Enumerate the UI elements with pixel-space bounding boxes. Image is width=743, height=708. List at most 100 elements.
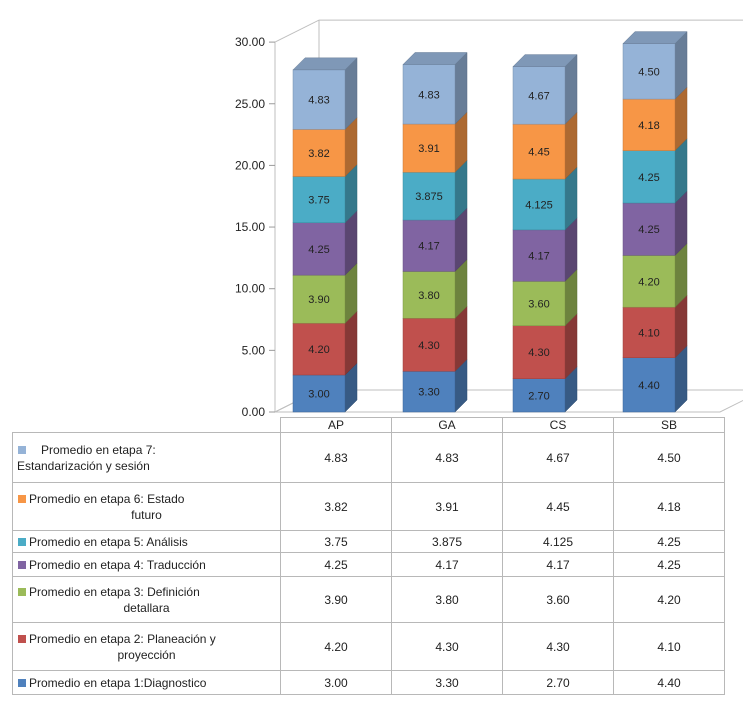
column-header: AP xyxy=(280,417,392,433)
table-cell: 4.83 xyxy=(391,432,503,483)
row-label: Promedio en etapa 3: Definición detallar… xyxy=(12,576,281,623)
bar-top-ap xyxy=(292,57,358,71)
bar-segment-ap-7 xyxy=(292,69,346,130)
bar-segment-ap-5 xyxy=(292,176,346,223)
data-label: 2.70 xyxy=(528,390,549,402)
bar-segment-ap-1 xyxy=(292,374,346,413)
row-label-line2: proyección xyxy=(117,647,176,662)
table-cell: 4.83 xyxy=(280,432,392,483)
table-row-etapa-7: Promedio en etapa 7: Estandarización y s… xyxy=(12,432,725,483)
stacked-bar-chart: 0.00 5.00 10.00 15.00 20.00 25.00 30.00 3.00 4.… xyxy=(235,19,743,419)
bar-segment-ga-1 xyxy=(402,371,456,413)
data-label: 3.30 xyxy=(418,387,439,399)
legend-swatch xyxy=(18,494,26,503)
table-cell: 4.20 xyxy=(613,576,725,623)
row-label: Promedio en etapa 7: Estandarización y s… xyxy=(12,432,281,483)
column-header: SB xyxy=(613,417,725,433)
row-label: Promedio en etapa 5: Análisis xyxy=(12,530,281,553)
row-label-line1: Promedio en etapa 7: xyxy=(41,442,156,457)
bar-segment-sb-5 xyxy=(622,150,676,204)
table-cell: 4.18 xyxy=(613,482,725,531)
table-cell: 3.30 xyxy=(391,670,503,695)
data-label: 4.40 xyxy=(638,380,659,392)
bar-segment-sb-2 xyxy=(622,306,676,358)
table-cell: 4.40 xyxy=(613,670,725,695)
bar-segment-ga-7-side xyxy=(454,51,468,125)
legend-swatch xyxy=(18,587,26,596)
bar-segment-cs-5 xyxy=(512,178,566,231)
y-tick-label: 30.00 xyxy=(235,35,265,49)
y-tick-label: 20.00 xyxy=(235,158,265,172)
table-row-etapa-3: Promedio en etapa 3: Definición detallar… xyxy=(12,576,725,623)
row-label-line2: futuro xyxy=(131,507,162,522)
table-cell: 4.20 xyxy=(280,622,392,671)
data-label: 4.20 xyxy=(308,344,329,356)
data-label: 3.90 xyxy=(308,294,329,306)
data-label: 4.50 xyxy=(638,66,659,78)
legend-swatch xyxy=(18,537,26,546)
bar-segment-ga-4 xyxy=(402,219,456,272)
table-cell: 4.25 xyxy=(613,530,725,553)
bar-segment-ga-5 xyxy=(402,171,456,221)
table-cell: 4.25 xyxy=(613,552,725,577)
legend-swatch xyxy=(18,634,26,643)
legend-swatch xyxy=(18,560,26,569)
table-cell: 3.80 xyxy=(391,576,503,623)
table-row-etapa-4: Promedio en etapa 4: Traducción 4.25 4.1… xyxy=(12,552,725,577)
table-cell: 4.45 xyxy=(502,482,614,531)
table-cell: 4.25 xyxy=(280,552,392,577)
table-cell: 3.875 xyxy=(391,530,503,553)
bar-stack-sb: 4.40 4.10 4.20 4.25 4.25 4.18 4.50 xyxy=(622,30,688,413)
data-label: 4.17 xyxy=(418,241,439,253)
table-cell: 3.00 xyxy=(280,670,392,695)
bar-segment-cs-6 xyxy=(512,123,566,180)
bar-segment-ap-3 xyxy=(292,274,346,324)
table-cell: 4.30 xyxy=(502,622,614,671)
bar-stack-ap: 3.00 4.20 3.90 4.25 3.75 3.82 4.83 xyxy=(292,57,358,413)
bar-stack-ga: 3.30 4.30 3.80 4.17 3.875 3.91 4.83 xyxy=(402,51,468,413)
table-header-row: AP GA CS SB xyxy=(12,417,725,433)
bar-segment-cs-3 xyxy=(512,281,566,326)
data-label: 4.25 xyxy=(638,224,659,236)
bar-top-sb xyxy=(622,31,688,44)
y-tick-label: 10.00 xyxy=(235,282,265,296)
bar-segment-cs-4 xyxy=(512,229,566,282)
bar-segment-ga-3 xyxy=(402,271,456,319)
table-cell: 2.70 xyxy=(502,670,614,695)
table-cell: 4.125 xyxy=(502,530,614,553)
table-cell: 4.17 xyxy=(391,552,503,577)
bar-stack-cs: 2.70 4.30 3.60 4.17 4.125 4.45 4.67 xyxy=(512,53,578,413)
data-label: 4.25 xyxy=(308,244,329,256)
row-label-line2: detallara xyxy=(123,600,170,615)
data-label: 3.875 xyxy=(415,191,443,203)
row-label-line2: Estandarización y sesión xyxy=(17,458,150,473)
bar-segment-ap-2 xyxy=(292,322,346,376)
data-label: 4.83 xyxy=(308,95,329,107)
bar-segment-sb-7 xyxy=(622,43,676,100)
y-tick-label: 0.00 xyxy=(242,405,266,419)
bar-segment-cs-1 xyxy=(512,378,566,413)
y-tick-label: 15.00 xyxy=(235,220,265,234)
bar-segment-sb-6 xyxy=(622,98,676,151)
table-row-etapa-5: Promedio en etapa 5: Análisis 3.75 3.875… xyxy=(12,530,725,553)
table-cell: 4.10 xyxy=(613,622,725,671)
data-label: 3.91 xyxy=(418,143,439,155)
row-label: Promedio en etapa 6: Estado futuro xyxy=(12,482,281,531)
column-header: CS xyxy=(502,417,614,433)
bar-segment-sb-4 xyxy=(622,202,676,256)
table-cell: 4.30 xyxy=(391,622,503,671)
bar-top-ga xyxy=(402,52,468,65)
table-cell: 3.90 xyxy=(280,576,392,623)
row-label: Promedio en etapa 1:Diagnostico xyxy=(12,670,281,695)
table-cell: 4.67 xyxy=(502,432,614,483)
row-label-line1: Promedio en etapa 4: Traducción xyxy=(29,557,206,572)
data-label: 3.80 xyxy=(418,290,439,302)
data-label: 3.75 xyxy=(308,195,329,207)
data-label: 4.67 xyxy=(528,90,549,102)
table-row-etapa-2: Promedio en etapa 2: Planeación y proyec… xyxy=(12,622,725,671)
table-cell: 3.91 xyxy=(391,482,503,531)
data-label: 4.30 xyxy=(418,340,439,352)
row-label-line1: Promedio en etapa 5: Análisis xyxy=(29,534,188,549)
bar-segment-ga-6 xyxy=(402,123,456,173)
bar-segment-sb-1 xyxy=(622,357,676,413)
